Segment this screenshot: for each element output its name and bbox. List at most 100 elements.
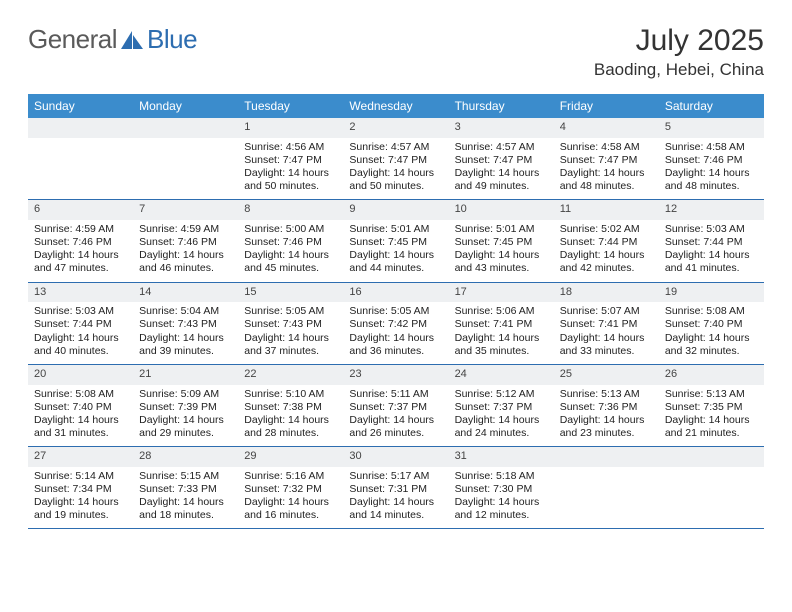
day-cell: 16Sunrise: 5:05 AMSunset: 7:42 PMDayligh… [343, 283, 448, 364]
day-cell [659, 447, 764, 528]
day-body: Sunrise: 5:01 AMSunset: 7:45 PMDaylight:… [449, 220, 554, 282]
day-cell: 6Sunrise: 4:59 AMSunset: 7:46 PMDaylight… [28, 200, 133, 281]
sunrise-line: Sunrise: 5:13 AM [560, 388, 653, 401]
brand-logo: General Blue [28, 24, 197, 55]
sunset-line: Sunset: 7:35 PM [665, 401, 758, 414]
day-number: 22 [238, 365, 343, 385]
weekday-header: Wednesday [343, 94, 448, 118]
day-cell [28, 118, 133, 199]
day-body: Sunrise: 5:10 AMSunset: 7:38 PMDaylight:… [238, 385, 343, 447]
sunrise-line: Sunrise: 5:11 AM [349, 388, 442, 401]
sunset-line: Sunset: 7:47 PM [455, 154, 548, 167]
daylight-line: Daylight: 14 hours and 46 minutes. [139, 249, 232, 275]
day-cell: 23Sunrise: 5:11 AMSunset: 7:37 PMDayligh… [343, 365, 448, 446]
sunrise-line: Sunrise: 5:08 AM [34, 388, 127, 401]
sunset-line: Sunset: 7:37 PM [349, 401, 442, 414]
day-number: 13 [28, 283, 133, 303]
sunset-line: Sunset: 7:39 PM [139, 401, 232, 414]
sunset-line: Sunset: 7:44 PM [560, 236, 653, 249]
daylight-line: Daylight: 14 hours and 35 minutes. [455, 332, 548, 358]
day-number: 6 [28, 200, 133, 220]
sunset-line: Sunset: 7:30 PM [455, 483, 548, 496]
day-cell: 9Sunrise: 5:01 AMSunset: 7:45 PMDaylight… [343, 200, 448, 281]
day-number: 21 [133, 365, 238, 385]
daylight-line: Daylight: 14 hours and 43 minutes. [455, 249, 548, 275]
brand-text-general: General [28, 24, 117, 55]
day-body: Sunrise: 5:11 AMSunset: 7:37 PMDaylight:… [343, 385, 448, 447]
day-body: Sunrise: 5:06 AMSunset: 7:41 PMDaylight:… [449, 302, 554, 364]
day-cell: 12Sunrise: 5:03 AMSunset: 7:44 PMDayligh… [659, 200, 764, 281]
day-body: Sunrise: 4:57 AMSunset: 7:47 PMDaylight:… [449, 138, 554, 200]
daylight-line: Daylight: 14 hours and 37 minutes. [244, 332, 337, 358]
sunset-line: Sunset: 7:41 PM [560, 318, 653, 331]
sunset-line: Sunset: 7:36 PM [560, 401, 653, 414]
sunset-line: Sunset: 7:46 PM [244, 236, 337, 249]
day-number: 1 [238, 118, 343, 138]
day-body: Sunrise: 5:02 AMSunset: 7:44 PMDaylight:… [554, 220, 659, 282]
sunset-line: Sunset: 7:47 PM [244, 154, 337, 167]
daylight-line: Daylight: 14 hours and 23 minutes. [560, 414, 653, 440]
calendar-week: 20Sunrise: 5:08 AMSunset: 7:40 PMDayligh… [28, 365, 764, 447]
day-body: Sunrise: 5:12 AMSunset: 7:37 PMDaylight:… [449, 385, 554, 447]
sunrise-line: Sunrise: 5:02 AM [560, 223, 653, 236]
sunrise-line: Sunrise: 5:08 AM [665, 305, 758, 318]
daylight-line: Daylight: 14 hours and 44 minutes. [349, 249, 442, 275]
sunset-line: Sunset: 7:38 PM [244, 401, 337, 414]
sunset-line: Sunset: 7:33 PM [139, 483, 232, 496]
daylight-line: Daylight: 14 hours and 50 minutes. [349, 167, 442, 193]
sunrise-line: Sunrise: 5:18 AM [455, 470, 548, 483]
daylight-line: Daylight: 14 hours and 42 minutes. [560, 249, 653, 275]
day-body: Sunrise: 4:57 AMSunset: 7:47 PMDaylight:… [343, 138, 448, 200]
day-body: Sunrise: 5:15 AMSunset: 7:33 PMDaylight:… [133, 467, 238, 529]
calendar-week: 1Sunrise: 4:56 AMSunset: 7:47 PMDaylight… [28, 118, 764, 200]
day-cell: 11Sunrise: 5:02 AMSunset: 7:44 PMDayligh… [554, 200, 659, 281]
sunrise-line: Sunrise: 5:04 AM [139, 305, 232, 318]
sunset-line: Sunset: 7:46 PM [34, 236, 127, 249]
day-cell: 1Sunrise: 4:56 AMSunset: 7:47 PMDaylight… [238, 118, 343, 199]
day-number [28, 118, 133, 138]
day-body: Sunrise: 5:17 AMSunset: 7:31 PMDaylight:… [343, 467, 448, 529]
sunset-line: Sunset: 7:46 PM [665, 154, 758, 167]
day-cell: 26Sunrise: 5:13 AMSunset: 7:35 PMDayligh… [659, 365, 764, 446]
day-number: 14 [133, 283, 238, 303]
sunset-line: Sunset: 7:40 PM [665, 318, 758, 331]
day-number [659, 447, 764, 467]
day-number: 23 [343, 365, 448, 385]
sunset-line: Sunset: 7:40 PM [34, 401, 127, 414]
sunrise-line: Sunrise: 4:59 AM [34, 223, 127, 236]
day-body: Sunrise: 5:00 AMSunset: 7:46 PMDaylight:… [238, 220, 343, 282]
day-number: 11 [554, 200, 659, 220]
daylight-line: Daylight: 14 hours and 48 minutes. [560, 167, 653, 193]
day-number: 12 [659, 200, 764, 220]
calendar-week: 6Sunrise: 4:59 AMSunset: 7:46 PMDaylight… [28, 200, 764, 282]
sunrise-line: Sunrise: 4:57 AM [349, 141, 442, 154]
day-number: 28 [133, 447, 238, 467]
day-cell: 25Sunrise: 5:13 AMSunset: 7:36 PMDayligh… [554, 365, 659, 446]
sunset-line: Sunset: 7:31 PM [349, 483, 442, 496]
sunset-line: Sunset: 7:44 PM [34, 318, 127, 331]
sunrise-line: Sunrise: 5:12 AM [455, 388, 548, 401]
daylight-line: Daylight: 14 hours and 31 minutes. [34, 414, 127, 440]
weekday-header: Sunday [28, 94, 133, 118]
sunset-line: Sunset: 7:45 PM [455, 236, 548, 249]
daylight-line: Daylight: 14 hours and 24 minutes. [455, 414, 548, 440]
day-body: Sunrise: 5:16 AMSunset: 7:32 PMDaylight:… [238, 467, 343, 529]
sail-icon [119, 29, 145, 51]
sunset-line: Sunset: 7:43 PM [139, 318, 232, 331]
sunrise-line: Sunrise: 5:13 AM [665, 388, 758, 401]
day-cell: 8Sunrise: 5:00 AMSunset: 7:46 PMDaylight… [238, 200, 343, 281]
day-cell: 5Sunrise: 4:58 AMSunset: 7:46 PMDaylight… [659, 118, 764, 199]
sunrise-line: Sunrise: 5:06 AM [455, 305, 548, 318]
daylight-line: Daylight: 14 hours and 28 minutes. [244, 414, 337, 440]
daylight-line: Daylight: 14 hours and 49 minutes. [455, 167, 548, 193]
day-number: 15 [238, 283, 343, 303]
sunrise-line: Sunrise: 5:17 AM [349, 470, 442, 483]
day-cell: 15Sunrise: 5:05 AMSunset: 7:43 PMDayligh… [238, 283, 343, 364]
day-cell: 31Sunrise: 5:18 AMSunset: 7:30 PMDayligh… [449, 447, 554, 528]
sunrise-line: Sunrise: 5:07 AM [560, 305, 653, 318]
location-text: Baoding, Hebei, China [594, 60, 764, 80]
day-number [133, 118, 238, 138]
sunrise-line: Sunrise: 5:10 AM [244, 388, 337, 401]
sunrise-line: Sunrise: 5:16 AM [244, 470, 337, 483]
day-body: Sunrise: 4:58 AMSunset: 7:46 PMDaylight:… [659, 138, 764, 200]
